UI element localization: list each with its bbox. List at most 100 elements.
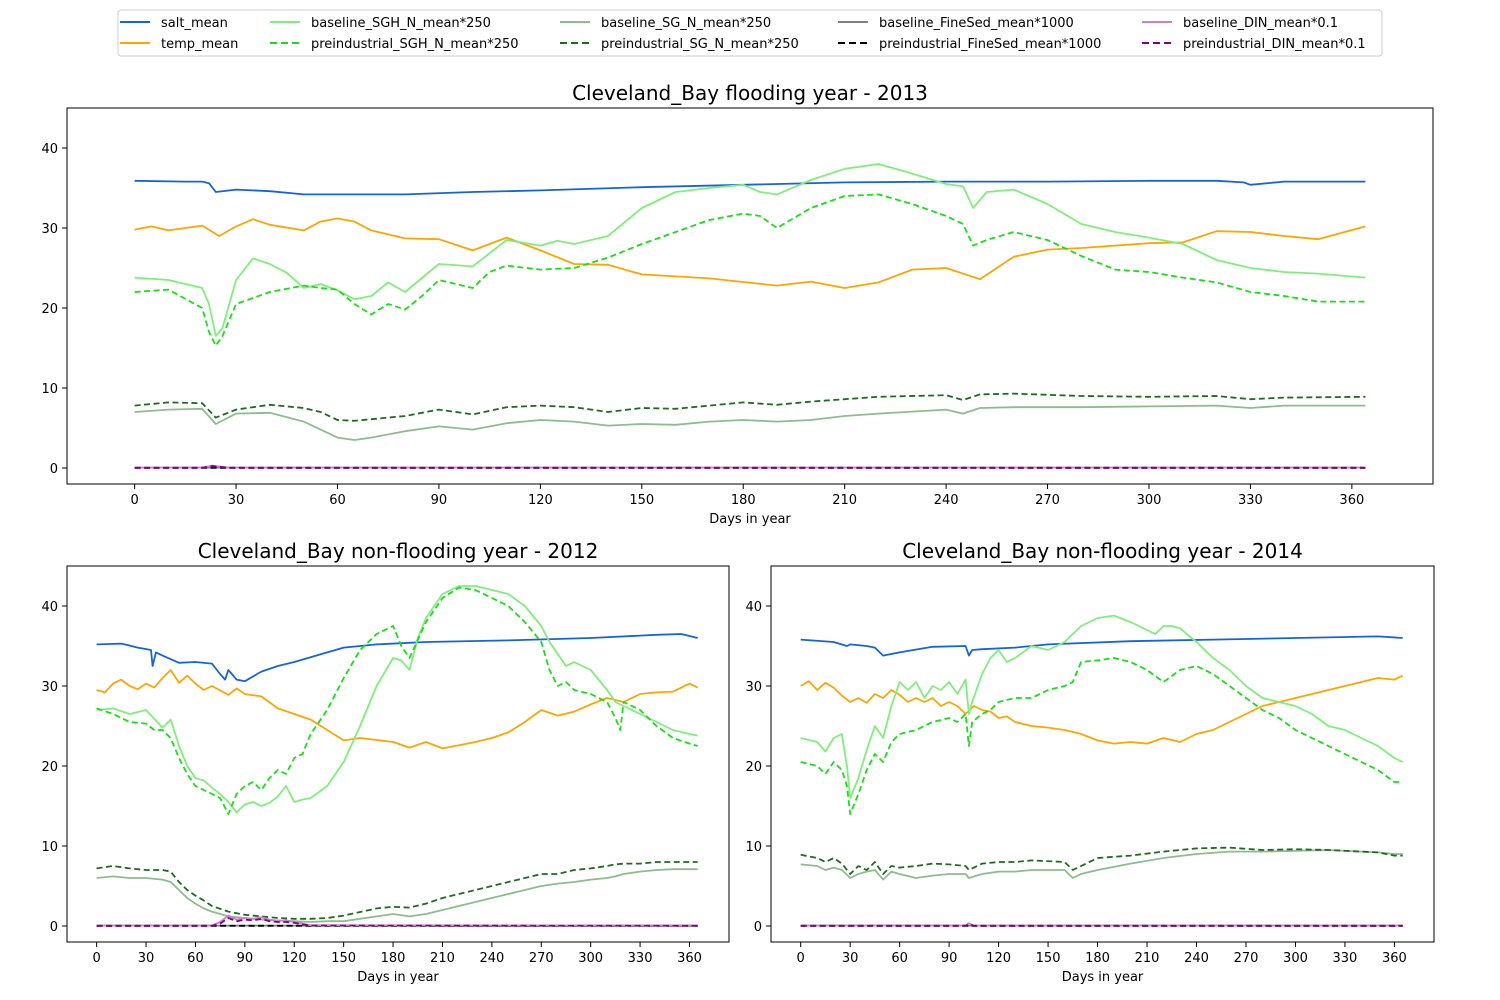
series-line-preindustrial-sgh-n-mean-250 xyxy=(134,193,1366,347)
series-line-preindustrial-sg-n-mean-250 xyxy=(134,392,1366,422)
x-tick-label: 120 xyxy=(986,951,1011,966)
y-tick-label: 30 xyxy=(41,680,58,695)
chart-panel-flooding-2013: 0 30 60 90 120 150 180 210 240 270 300 330 360 0 10 20 3… xyxy=(41,81,1434,527)
plot-frame xyxy=(66,107,1434,485)
x-tick-label: 240 xyxy=(1184,951,1209,966)
series-line-preindustrial-sg-n-mean-250 xyxy=(800,846,1403,875)
x-tick-label: 270 xyxy=(529,951,554,966)
x-tick-label: 270 xyxy=(1035,493,1060,508)
chart-title: Cleveland_Bay non-flooding year - 2012 xyxy=(198,539,599,563)
series-group xyxy=(134,163,1366,469)
chart-title: Cleveland_Bay flooding year - 2013 xyxy=(572,81,928,105)
x-axis-label: Days in year xyxy=(1062,970,1144,985)
y-tick-label: 40 xyxy=(745,600,762,615)
x-tick-label: 360 xyxy=(677,951,702,966)
x-tick-label: 90 xyxy=(941,951,958,966)
legend-label-salt-mean: salt_mean xyxy=(161,16,228,31)
chart-title: Cleveland_Bay non-flooding year - 2014 xyxy=(902,539,1303,563)
chart-panel-non-flooding-2014: 0 30 60 90 120 150 180 210 240 270 300 330 360 0 10 20 3… xyxy=(745,539,1435,985)
series-line-baseline-sgh-n-mean-250 xyxy=(96,585,698,814)
legend-label-preindustrial-finesed-mean-1000: preindustrial_FineSed_mean*1000 xyxy=(879,37,1101,52)
x-tick-label: 150 xyxy=(331,951,356,966)
legend-label-baseline-finesed-mean-1000: baseline_FineSed_mean*1000 xyxy=(879,16,1074,31)
x-axis-label: Days in year xyxy=(709,512,791,527)
chart-panel-non-flooding-2012: 0 30 60 90 120 150 180 210 240 270 300 330 360 0 10 20 3… xyxy=(41,539,730,985)
legend-label-preindustrial-sgh-n-mean-250: preindustrial_SGH_N_mean*250 xyxy=(311,37,519,52)
series-line-baseline-sg-n-mean-250 xyxy=(800,849,1403,881)
series-line-baseline-sgh-n-mean-250 xyxy=(134,163,1366,337)
x-tick-label: 240 xyxy=(479,951,504,966)
x-tick-label: 150 xyxy=(629,493,654,508)
series-line-baseline-sgh-n-mean-250 xyxy=(800,614,1404,799)
legend-label-temp-mean: temp_mean xyxy=(161,37,238,52)
x-tick-label: 210 xyxy=(832,493,857,508)
series-line-baseline-sg-n-mean-250 xyxy=(134,404,1366,441)
x-tick-label: 360 xyxy=(1382,951,1407,966)
y-tick-label: 30 xyxy=(41,222,58,237)
y-tick-label: 20 xyxy=(745,760,762,775)
series-line-salt-mean xyxy=(96,633,698,683)
series-line-temp-mean xyxy=(800,674,1404,745)
x-tick-label: 180 xyxy=(731,493,756,508)
x-tick-label: 300 xyxy=(578,951,603,966)
x-tick-label: 240 xyxy=(934,493,959,508)
x-tick-label: 150 xyxy=(1036,951,1061,966)
series-line-salt-mean xyxy=(800,635,1403,657)
legend-label-baseline-din-mean-0-1: baseline_DIN_mean*0.1 xyxy=(1183,16,1338,31)
x-tick-label: 300 xyxy=(1137,493,1162,508)
x-tick-label: 60 xyxy=(891,951,908,966)
series-line-salt-mean xyxy=(134,179,1366,196)
x-tick-label: 60 xyxy=(187,951,204,966)
x-tick-label: 330 xyxy=(1333,951,1358,966)
series-line-preindustrial-sgh-n-mean-250 xyxy=(800,657,1403,815)
x-tick-label: 0 xyxy=(130,493,138,508)
x-tick-label: 60 xyxy=(329,493,346,508)
x-tick-label: 210 xyxy=(1135,951,1160,966)
series-line-preindustrial-din-mean-0-1 xyxy=(96,917,698,927)
y-tick-label: 0 xyxy=(50,920,58,935)
legend: salt_mean temp_mean baseline_SGH_N_mean*25… xyxy=(117,9,1383,57)
y-tick-label: 10 xyxy=(745,840,762,855)
series-group xyxy=(800,614,1404,927)
x-tick-label: 120 xyxy=(282,951,307,966)
legend-label-baseline-sg-n-mean-250: baseline_SG_N_mean*250 xyxy=(601,16,771,31)
x-axis-label: Days in year xyxy=(357,970,439,985)
x-tick-label: 360 xyxy=(1339,493,1364,508)
x-tick-label: 0 xyxy=(797,951,805,966)
x-tick-label: 300 xyxy=(1283,951,1308,966)
x-tick-label: 30 xyxy=(138,951,155,966)
x-tick-label: 30 xyxy=(842,951,859,966)
x-tick-label: 330 xyxy=(1238,493,1263,508)
y-tick-label: 40 xyxy=(41,600,58,615)
series-group xyxy=(96,585,699,927)
y-tick-label: 0 xyxy=(50,462,58,477)
y-tick-label: 30 xyxy=(745,680,762,695)
x-tick-label: 210 xyxy=(430,951,455,966)
plot-frame xyxy=(66,565,730,943)
plot-frame xyxy=(770,565,1435,943)
y-tick-label: 10 xyxy=(41,840,58,855)
series-line-preindustrial-din-mean-0-1 xyxy=(800,923,1403,927)
series-line-baseline-sg-n-mean-250 xyxy=(96,868,698,923)
x-tick-label: 90 xyxy=(431,493,448,508)
x-tick-label: 90 xyxy=(237,951,254,966)
legend-label-baseline-sgh-n-mean-250: baseline_SGH_N_mean*250 xyxy=(311,16,491,31)
x-tick-label: 30 xyxy=(228,493,245,508)
x-tick-label: 180 xyxy=(381,951,406,966)
series-line-temp-mean xyxy=(96,669,699,750)
series-line-temp-mean xyxy=(134,217,1366,289)
series-line-preindustrial-din-mean-0-1 xyxy=(134,465,1366,469)
x-tick-label: 270 xyxy=(1234,951,1259,966)
y-tick-label: 20 xyxy=(41,302,58,317)
y-tick-label: 0 xyxy=(754,920,762,935)
x-tick-label: 180 xyxy=(1085,951,1110,966)
legend-label-preindustrial-sg-n-mean-250: preindustrial_SG_N_mean*250 xyxy=(601,37,799,52)
y-tick-label: 20 xyxy=(41,760,58,775)
legend-frame xyxy=(117,9,1383,57)
x-tick-label: 120 xyxy=(528,493,553,508)
y-tick-label: 40 xyxy=(41,142,58,157)
series-line-baseline-din-mean-0-1 xyxy=(96,914,698,927)
legend-label-preindustrial-din-mean-0-1: preindustrial_DIN_mean*0.1 xyxy=(1183,37,1366,52)
